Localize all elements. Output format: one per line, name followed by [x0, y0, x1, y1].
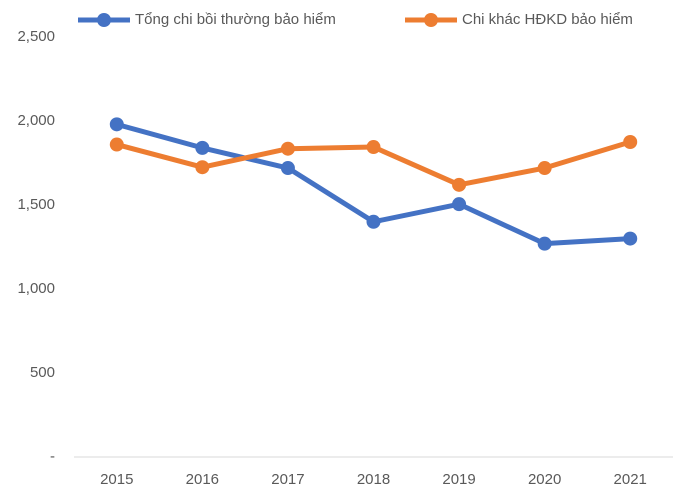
data-point [452, 177, 467, 192]
data-point [537, 161, 552, 176]
x-tick-label: 2020 [528, 471, 561, 488]
data-point [109, 117, 124, 132]
data-point [366, 214, 381, 229]
y-tick-label: 500 [30, 364, 55, 381]
data-point [366, 140, 381, 155]
data-point [623, 135, 638, 149]
data-point [195, 160, 210, 175]
data-point [109, 137, 124, 152]
data-point [280, 141, 295, 156]
data-point [280, 161, 295, 176]
data-point [195, 140, 210, 155]
legend-marker [97, 13, 111, 27]
y-tick-label: 1,000 [17, 280, 55, 297]
data-point [623, 231, 638, 246]
data-point [452, 197, 467, 212]
data-point [537, 236, 552, 251]
x-tick-label: 2017 [271, 471, 304, 488]
x-tick-label: 2019 [442, 471, 475, 488]
x-tick-label: 2018 [357, 471, 390, 488]
y-tick-label: 1,500 [17, 196, 55, 213]
x-tick-label: 2015 [100, 471, 133, 488]
legend-label: Tổng chi bồi thường bảo hiểm [135, 11, 336, 28]
legend-marker [424, 13, 438, 27]
y-tick-label: 2,000 [17, 112, 55, 129]
legend-label: Chi khác HĐKD bảo hiểm [462, 11, 633, 28]
x-tick-label: 2016 [186, 471, 219, 488]
y-tick-label: 2,500 [17, 28, 55, 45]
y-tick-label: - [50, 448, 55, 465]
x-tick-label: 2021 [614, 471, 647, 488]
